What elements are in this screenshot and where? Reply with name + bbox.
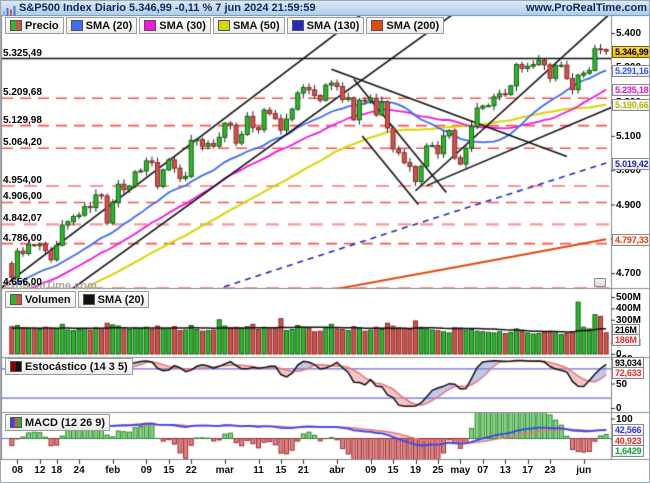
legend-label: SMA (20) [97, 293, 145, 306]
price-level-label: 4.954,00 [3, 174, 42, 186]
x-axis-label: 12 [34, 465, 46, 476]
volume-bars-icon [10, 294, 22, 305]
sma50-swatch-icon [217, 20, 230, 31]
legend-item-sma-20[interactable]: SMA (20) [77, 291, 150, 308]
x-axis-label: 24 [73, 465, 85, 476]
x-axis-label: 22 [185, 465, 197, 476]
price-axis-tick: 5.400 [616, 28, 642, 39]
price-level-label: 5.209,68 [3, 87, 42, 99]
legend-label: SMA (20) [85, 19, 133, 32]
watermark: ProRealTime.com [4, 280, 97, 292]
price-chart-icon [3, 3, 16, 16]
legend-item-sma-20[interactable]: SMA (20) [65, 17, 138, 34]
legend-label: Precio [25, 19, 59, 32]
x-axis-label: mar [215, 465, 235, 476]
legend-label: SMA (50) [232, 19, 280, 32]
price-value-badge: 4.797,33 [612, 234, 649, 247]
panel-expand-icon[interactable] [594, 278, 606, 287]
legend-item-sma-30[interactable]: SMA (30) [139, 17, 211, 34]
stochastic-swatch-icon [10, 361, 22, 372]
legend-label: MACD (12 26 9) [25, 416, 106, 429]
volume-value-badge: 186M [612, 334, 640, 347]
legend-label: SMA (130) [306, 19, 360, 32]
price-level-label: 4.842,07 [3, 213, 42, 225]
stoch-axis-tick: 50 [616, 378, 628, 390]
price-level-label: 4.656,00 [3, 277, 42, 289]
x-axis-label: 17 [522, 465, 534, 476]
price-value-badge: 5.190,66 [612, 99, 649, 112]
price-axis-tick: 4.900 [616, 199, 642, 211]
sma30-swatch-icon [144, 20, 157, 31]
macd-value-badge: 40,923 [612, 434, 645, 447]
legend-item-sma-200[interactable]: SMA (200) [366, 17, 445, 34]
legend-item-volumen[interactable]: Volumen [5, 291, 76, 308]
x-axis-label: jun [576, 465, 592, 476]
title-bar: S&P500 Index Diario 5.346,99 -0,11 % 7 j… [1, 1, 649, 16]
x-axis-label: abr [329, 465, 345, 476]
price-value-badge: 5.019,42 [612, 158, 649, 171]
price-candles-icon [10, 20, 22, 31]
legend-label: SMA (30) [159, 19, 206, 32]
x-axis-label: 15 [387, 465, 399, 476]
x-axis-label: 18 [51, 465, 63, 476]
x-axis-label: 08 [11, 465, 23, 476]
stochastic-legend: Estocástico (14 3 5) [5, 358, 133, 375]
volume-axis-tick: 500M [616, 292, 642, 303]
price-value-badge: 5.235,18 [612, 84, 649, 97]
price-axis-tick: 4.700 [616, 268, 642, 280]
sma200-swatch-icon [371, 20, 384, 31]
stoch-value-badge: 72,633 [612, 367, 645, 380]
legend-item-estoc-stico-14-3-5[interactable]: Estocástico (14 3 5) [5, 358, 133, 375]
price-axis-tick: 5.000 [616, 165, 642, 177]
x-axis-label: 13 [499, 465, 511, 476]
x-axis-label: 09 [140, 465, 152, 476]
x-axis-label: 15 [163, 465, 175, 476]
x-axis-label: may [450, 465, 471, 476]
volume-axis-tick: 400M [616, 303, 642, 315]
volume-axis-tick: 0 [616, 349, 622, 360]
price-value-badge: 5.291,16 [612, 64, 649, 77]
price-level-label: 5.325,49 [3, 47, 42, 59]
volume-legend: Volumen SMA (20) [5, 291, 150, 308]
legend-label: SMA (200) [386, 19, 440, 32]
sma20-swatch-icon [70, 20, 83, 31]
x-axis-label: feb [105, 465, 121, 476]
legend-item-macd-12-26-9[interactable]: MACD (12 26 9) [5, 414, 111, 431]
price-level-label: 5.129,98 [3, 114, 42, 126]
x-axis-label: 07 [477, 465, 489, 476]
macd-value-badge: 1,6429 [612, 445, 645, 458]
macd-legend: MACD (12 26 9) [5, 414, 111, 431]
price-axis-tick: 5.100 [616, 130, 642, 142]
x-axis-label: 21 [297, 465, 309, 476]
legend-label: Estocástico (14 3 5) [25, 360, 128, 373]
macd-axis-tick: 100 [616, 413, 633, 425]
legend-item-sma-130[interactable]: SMA (130) [286, 17, 365, 34]
x-axis-label: 15 [275, 465, 287, 476]
prorealtime-link[interactable]: www.ProRealTime.com [525, 2, 647, 14]
sma130-swatch-icon [291, 20, 304, 31]
volume-sma-swatch-icon [82, 294, 95, 305]
price-level-label: 4.786,00 [3, 232, 42, 244]
price-value-badge: 5.346,99 [612, 45, 649, 58]
price-legend: Precio SMA (20) SMA (30) SMA (50) SMA (130) S… [5, 17, 445, 34]
legend-item-sma-50[interactable]: SMA (50) [212, 17, 285, 34]
stoch-axis-tick: 0 [616, 403, 622, 414]
x-axis-label: 11 [253, 465, 264, 476]
instrument-title: S&P500 Index Diario 5.346,99 -0,11 % 7 j… [19, 2, 316, 14]
x-axis-label: 19 [409, 465, 422, 476]
x-axis-label: 23 [544, 465, 556, 476]
macd-swatch-icon [10, 417, 22, 428]
x-axis-label: 25 [432, 465, 444, 476]
legend-item-precio[interactable]: Precio [5, 17, 64, 34]
price-level-label: 4.906,00 [3, 191, 42, 203]
legend-label: Volumen [25, 293, 71, 306]
volume-axis-tick: 300M [616, 314, 642, 326]
x-axis-label: 09 [365, 465, 377, 476]
price-level-label: 5.064,20 [3, 137, 42, 149]
